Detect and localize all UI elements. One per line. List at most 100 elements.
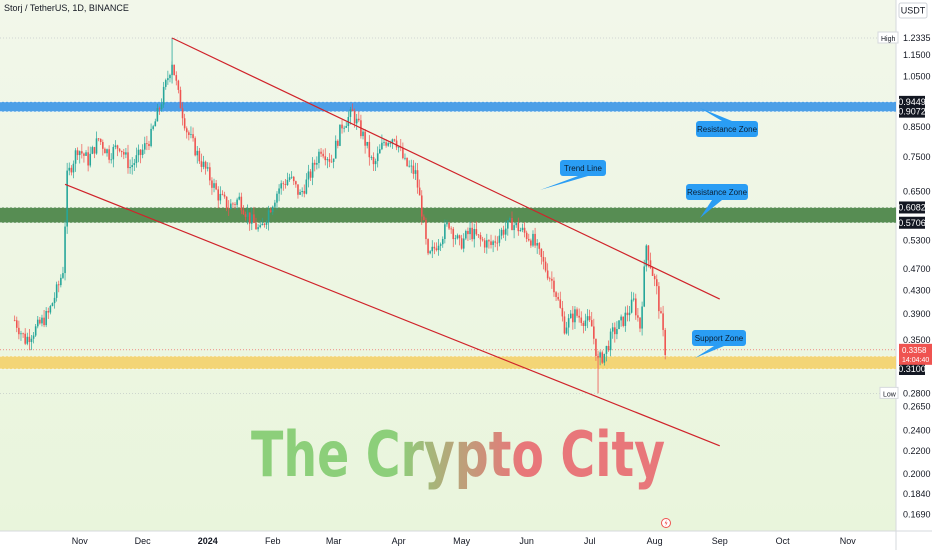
candle — [660, 307, 662, 314]
candle-body — [116, 145, 119, 149]
candle — [225, 196, 228, 212]
candle-body — [620, 316, 622, 321]
candle-body — [263, 223, 266, 225]
candle-body — [192, 134, 194, 139]
candle — [106, 148, 108, 157]
callout-4[interactable]: Support Zone — [692, 330, 746, 358]
candle — [217, 186, 220, 209]
candle — [416, 162, 419, 194]
candle-body — [303, 191, 306, 194]
candle — [24, 328, 26, 346]
time-tick-label: Nov — [72, 536, 89, 546]
candle — [425, 217, 427, 245]
candle — [192, 127, 194, 142]
candle-body — [542, 256, 545, 262]
candle — [261, 217, 264, 226]
upper-trend-line[interactable] — [171, 37, 720, 300]
candle-body — [486, 240, 488, 248]
candle — [53, 292, 56, 309]
candle-body — [353, 111, 356, 124]
candle — [339, 124, 341, 147]
candle-body — [34, 326, 37, 336]
currency-badge[interactable] — [898, 2, 928, 19]
candle-body — [593, 326, 595, 339]
candle — [139, 149, 142, 164]
callout-3[interactable]: Resistance Zone — [686, 184, 748, 218]
candle-body — [112, 146, 115, 160]
time-tick-label: Mar — [326, 536, 342, 546]
candle-body — [473, 229, 476, 240]
candle-body — [599, 352, 601, 358]
candle — [41, 314, 43, 327]
candle-body — [565, 327, 568, 334]
watermark-text: The Crypto City — [251, 418, 665, 491]
price-tick-label: 1.0500 — [903, 72, 931, 82]
candle-body — [276, 193, 278, 203]
candle — [295, 180, 297, 188]
candle-body — [74, 150, 77, 164]
candle-body — [251, 214, 253, 224]
candle-body — [425, 220, 427, 240]
candle — [146, 135, 148, 151]
callout-tail — [700, 108, 732, 121]
candle-body — [137, 149, 140, 156]
candle — [255, 217, 257, 230]
candle — [263, 222, 266, 228]
candle-body — [458, 235, 461, 239]
candle-body — [244, 214, 247, 217]
candle — [230, 199, 232, 210]
candle — [643, 259, 645, 308]
candle-body — [502, 229, 505, 235]
callout-2[interactable]: Resistance Zone — [696, 108, 758, 137]
candle-body — [215, 183, 217, 190]
time-tick-label: Feb — [265, 536, 281, 546]
candle — [427, 238, 429, 256]
callout-1[interactable]: Trend Line — [540, 160, 606, 190]
candle-body — [404, 157, 406, 159]
candle — [490, 234, 492, 249]
candle-body — [286, 179, 289, 186]
candle — [620, 314, 622, 327]
candle — [246, 204, 249, 225]
lightning-icon[interactable] — [661, 518, 671, 528]
candle-body — [611, 327, 614, 332]
candle-body — [561, 307, 564, 317]
price-tick-label: 0.7500 — [903, 152, 931, 162]
candle — [118, 148, 121, 153]
candle-body — [450, 228, 452, 230]
candle — [133, 158, 136, 172]
candle-body — [410, 165, 413, 167]
candle-body — [420, 195, 423, 217]
candle-body — [507, 220, 509, 229]
candle-body — [406, 157, 408, 166]
candle — [588, 309, 591, 323]
candle-body — [527, 238, 530, 241]
callout-box — [692, 330, 746, 346]
candle — [519, 227, 522, 232]
candle-body — [437, 245, 440, 251]
candle-body — [238, 196, 241, 200]
candle-body — [456, 235, 459, 239]
candle-body — [185, 128, 188, 133]
candle-body — [324, 156, 327, 161]
candle-body — [49, 305, 52, 313]
candle — [269, 207, 272, 213]
lower-trend-line[interactable] — [64, 183, 720, 447]
candle — [653, 273, 656, 287]
candle — [523, 222, 526, 238]
candle-body — [614, 327, 616, 335]
candle-body — [349, 109, 352, 117]
candle — [578, 308, 580, 323]
zone-price-tag — [899, 216, 925, 229]
candle-body — [530, 240, 532, 246]
candle — [49, 304, 52, 315]
candle — [99, 138, 102, 146]
candle-body — [280, 183, 282, 189]
candle — [433, 242, 436, 255]
candle — [123, 148, 125, 160]
candle-body — [104, 148, 106, 154]
candle — [104, 147, 106, 154]
candle-body — [362, 131, 364, 137]
candle-body — [13, 320, 16, 321]
